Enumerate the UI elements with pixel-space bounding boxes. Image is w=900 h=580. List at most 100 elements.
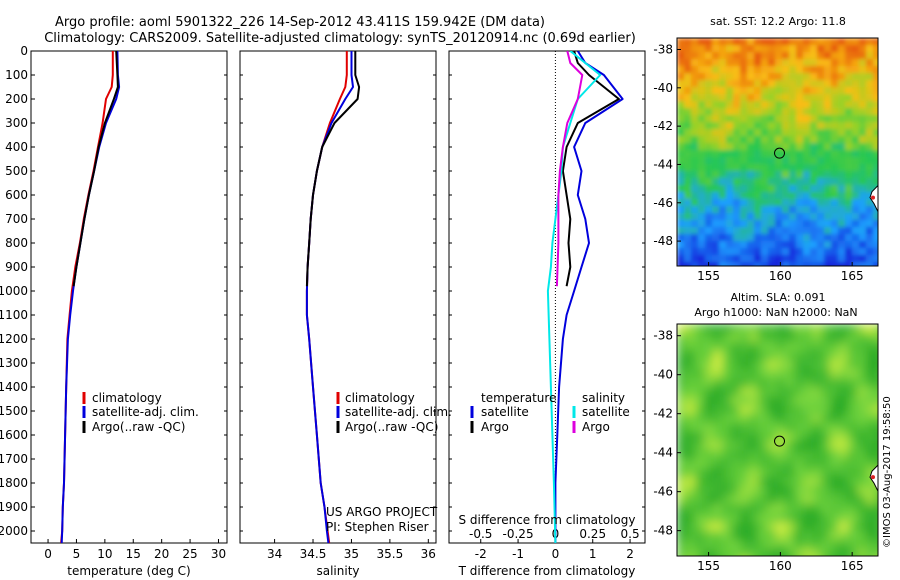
sla-cell — [803, 333, 813, 343]
depth-tick-label: 2000 — [0, 524, 28, 538]
sst-cell — [880, 227, 888, 235]
sst-cell — [726, 73, 734, 81]
sla-cell — [704, 342, 714, 352]
sla-cell — [848, 504, 858, 514]
map-y-tick-label: -44 — [653, 157, 673, 171]
sst-cell — [754, 38, 762, 46]
sst-cell — [859, 213, 867, 221]
sla-cell — [713, 378, 723, 388]
sst-cell — [768, 248, 776, 256]
sst-cell — [775, 157, 783, 165]
sla-cell — [866, 324, 876, 334]
sla-cell — [686, 423, 696, 433]
sst-cell — [838, 38, 846, 46]
sla-cell — [785, 450, 795, 460]
coast-marker — [871, 475, 875, 480]
sla-cell — [776, 405, 786, 415]
sst-cell — [789, 164, 797, 172]
sst-cell — [789, 115, 797, 123]
sst-cell — [775, 38, 783, 46]
sst-cell — [866, 136, 874, 144]
sla-cell — [767, 468, 777, 478]
sst-cell — [782, 206, 790, 214]
sst-cell — [761, 241, 769, 249]
sst-cell — [789, 199, 797, 207]
sla-cell — [731, 459, 741, 469]
sst-cell — [803, 199, 811, 207]
sla-cell — [830, 540, 840, 550]
sla-cell — [875, 342, 878, 352]
sst-cell — [852, 262, 860, 266]
sst-cell — [705, 80, 713, 88]
sst-cell — [831, 227, 839, 235]
legend-salinity-title: salinity — [582, 391, 625, 405]
sla-cell — [713, 387, 723, 397]
sst-cell — [698, 150, 706, 158]
sla-cell — [713, 468, 723, 478]
sst-cell — [677, 255, 685, 263]
sla-cell — [794, 432, 804, 442]
argo-location-marker — [774, 435, 786, 447]
sla-cell — [713, 486, 723, 496]
sst-cell — [712, 108, 720, 116]
sst-cell — [859, 52, 867, 60]
x-tick-label: 15 — [126, 547, 141, 561]
sst-cell — [768, 59, 776, 67]
sst-cell — [845, 255, 853, 263]
sst-cell — [852, 206, 860, 214]
sst-cell — [712, 45, 720, 53]
sla-cell — [713, 495, 723, 505]
sst-cell — [866, 87, 874, 95]
sst-cell — [768, 87, 776, 95]
sst-cell — [705, 87, 713, 95]
sst-cell — [705, 59, 713, 67]
sla-cell — [866, 441, 876, 451]
sst-cell — [880, 241, 888, 249]
sst-cell — [789, 73, 797, 81]
sla-cell — [749, 441, 759, 451]
sst-cell — [880, 171, 888, 179]
sst-cell — [712, 157, 720, 165]
sst-cell — [866, 122, 874, 130]
sla-cell — [704, 396, 714, 406]
sst-cell — [691, 157, 699, 165]
sst-cell — [824, 80, 832, 88]
sst-cell — [733, 143, 741, 151]
sla-cell — [767, 351, 777, 361]
sla-cell — [839, 477, 849, 487]
sla-cell — [812, 405, 822, 415]
sla-cell — [731, 540, 741, 550]
sst-cell — [789, 192, 797, 200]
sst-cell — [789, 241, 797, 249]
sst-cell — [740, 143, 748, 151]
sst-cell — [789, 80, 797, 88]
sst-cell — [754, 157, 762, 165]
sla-cell — [830, 504, 840, 514]
sla-cell — [695, 405, 705, 415]
sla-cell — [866, 423, 876, 433]
sst-cell — [726, 150, 734, 158]
sst-cell — [866, 66, 874, 74]
sst-cell — [726, 45, 734, 53]
sla-cell — [821, 333, 831, 343]
sla-cell — [857, 459, 867, 469]
sst-cell — [740, 248, 748, 256]
sst-cell — [768, 220, 776, 228]
sst-cell — [754, 136, 762, 144]
sst-cell — [859, 248, 867, 256]
sst-cell — [859, 164, 867, 172]
sst-cell — [761, 178, 769, 186]
sst-heatmap — [677, 38, 888, 266]
sst-cell — [761, 136, 769, 144]
sla-cell — [686, 549, 696, 556]
sst-cell — [754, 213, 762, 221]
sla-cell — [740, 351, 750, 361]
sla-cell — [794, 405, 804, 415]
map-y-tick-label: -40 — [653, 81, 673, 95]
sla-cell — [803, 378, 813, 388]
sla-cell — [884, 387, 894, 397]
sst-cell — [789, 45, 797, 53]
sst-cell — [705, 227, 713, 235]
sst-cell — [768, 129, 776, 137]
sst-cell — [726, 143, 734, 151]
